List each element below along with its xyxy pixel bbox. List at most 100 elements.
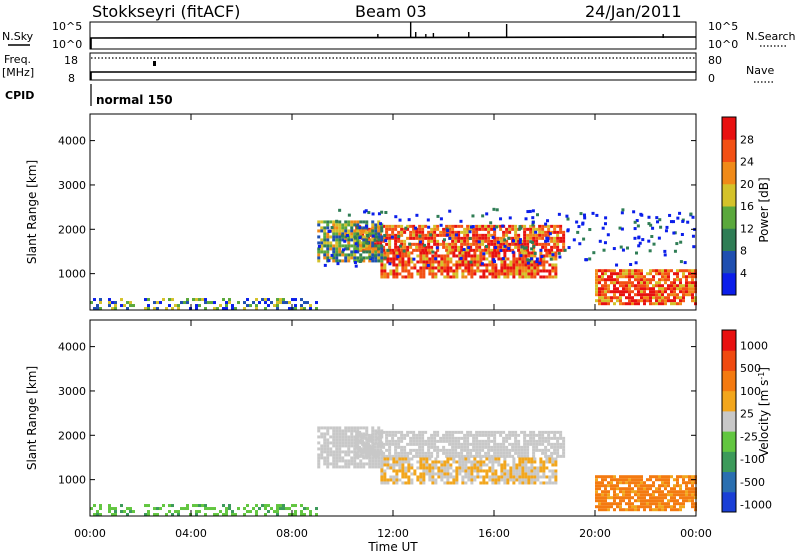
power-cell <box>658 278 661 282</box>
power-cell <box>692 245 696 249</box>
velocity-cell <box>398 460 402 464</box>
power-cell <box>344 235 348 239</box>
velocity-cell <box>362 450 366 454</box>
velocity-cell <box>643 481 646 485</box>
power-cell <box>652 269 655 273</box>
power-cell <box>554 272 558 276</box>
power-cell <box>601 293 604 297</box>
power-cell <box>204 301 207 305</box>
power-cell <box>392 257 396 261</box>
power-cell <box>655 290 658 294</box>
velocity-cell <box>407 475 411 479</box>
velocity-cell <box>350 456 354 460</box>
power-cell <box>371 253 375 257</box>
velocity-cell <box>505 433 509 437</box>
power-cell <box>354 236 358 240</box>
power-cell <box>398 272 402 276</box>
power-cell <box>496 248 500 252</box>
velocity-cell <box>658 508 661 512</box>
power-cell <box>610 296 613 300</box>
nave-tick-bottom: 0 <box>708 72 715 85</box>
velocity-cell <box>276 504 279 508</box>
velocity-cell <box>529 436 533 440</box>
nsky-trace <box>90 36 697 49</box>
velocity-cell <box>499 442 503 446</box>
power-cell <box>679 302 682 306</box>
velocity-cell <box>380 462 384 466</box>
power-cell <box>673 249 677 253</box>
power-cell <box>470 269 474 273</box>
power-cell <box>485 263 489 267</box>
power-cell <box>529 236 533 240</box>
power-cell <box>317 259 321 263</box>
velocity-cell <box>514 430 518 434</box>
velocity-cell <box>643 493 646 497</box>
velocity-cell <box>361 454 365 458</box>
velocity-cell <box>177 510 180 514</box>
power-cell <box>635 251 639 255</box>
velocity-cell <box>491 466 495 470</box>
velocity-cell <box>386 463 390 467</box>
velocity-cell <box>379 448 383 452</box>
velocity-cell <box>610 478 613 482</box>
power-cell <box>427 233 431 237</box>
velocity-cell <box>443 481 447 485</box>
power-cell <box>338 220 342 224</box>
power-cell <box>637 244 641 248</box>
velocity-cell <box>317 462 321 466</box>
power-cell <box>527 251 531 255</box>
velocity-cell <box>484 451 488 455</box>
power-cell <box>631 290 634 294</box>
power-cell <box>442 242 446 246</box>
velocity-cell <box>394 448 398 452</box>
power-cell <box>368 244 372 248</box>
power-cell <box>619 302 622 306</box>
power-cell <box>451 227 455 231</box>
power-cell <box>407 269 411 273</box>
power-cell <box>436 233 440 237</box>
velocity-cell <box>288 507 291 511</box>
power-cell <box>162 298 165 302</box>
power-cell <box>186 301 189 305</box>
velocity-cell <box>658 490 661 494</box>
power-cell <box>601 269 604 273</box>
velocity-cell <box>541 430 545 434</box>
power-cell <box>493 230 497 234</box>
power-cell <box>415 248 419 252</box>
velocity-cell <box>533 475 537 479</box>
velocity-cell <box>460 448 464 452</box>
power-cell <box>306 301 309 305</box>
power-cell <box>664 290 667 294</box>
velocity-cell <box>300 513 303 517</box>
velocity-cell <box>481 430 485 434</box>
power-cell <box>335 226 339 230</box>
power-cell <box>416 254 420 258</box>
velocity-cell <box>559 433 563 437</box>
power-cell <box>512 275 516 279</box>
power-cell <box>562 236 566 240</box>
velocity-cell <box>317 429 321 433</box>
velocity-cell <box>634 475 637 479</box>
velocity-cell <box>382 442 386 446</box>
power-cell <box>375 235 379 239</box>
power-cell <box>524 217 528 221</box>
velocity-cell <box>530 460 534 464</box>
velocity-cell <box>323 444 327 448</box>
power-cell <box>412 227 416 231</box>
power-cell <box>637 278 640 282</box>
velocity-cell <box>126 507 129 511</box>
velocity-cell <box>108 504 111 508</box>
power-cell <box>425 257 429 261</box>
power-cell <box>618 226 622 230</box>
velocity-cell <box>493 445 497 449</box>
power-cell <box>670 287 673 291</box>
power-cell <box>640 287 643 291</box>
power-cell <box>431 254 435 258</box>
velocity-cell <box>400 454 404 458</box>
power-cell <box>469 260 473 264</box>
velocity-cell <box>490 430 494 434</box>
velocity-cell <box>436 451 440 455</box>
power-cell <box>383 263 387 267</box>
power-cell <box>631 296 634 300</box>
power-cell <box>458 251 462 255</box>
